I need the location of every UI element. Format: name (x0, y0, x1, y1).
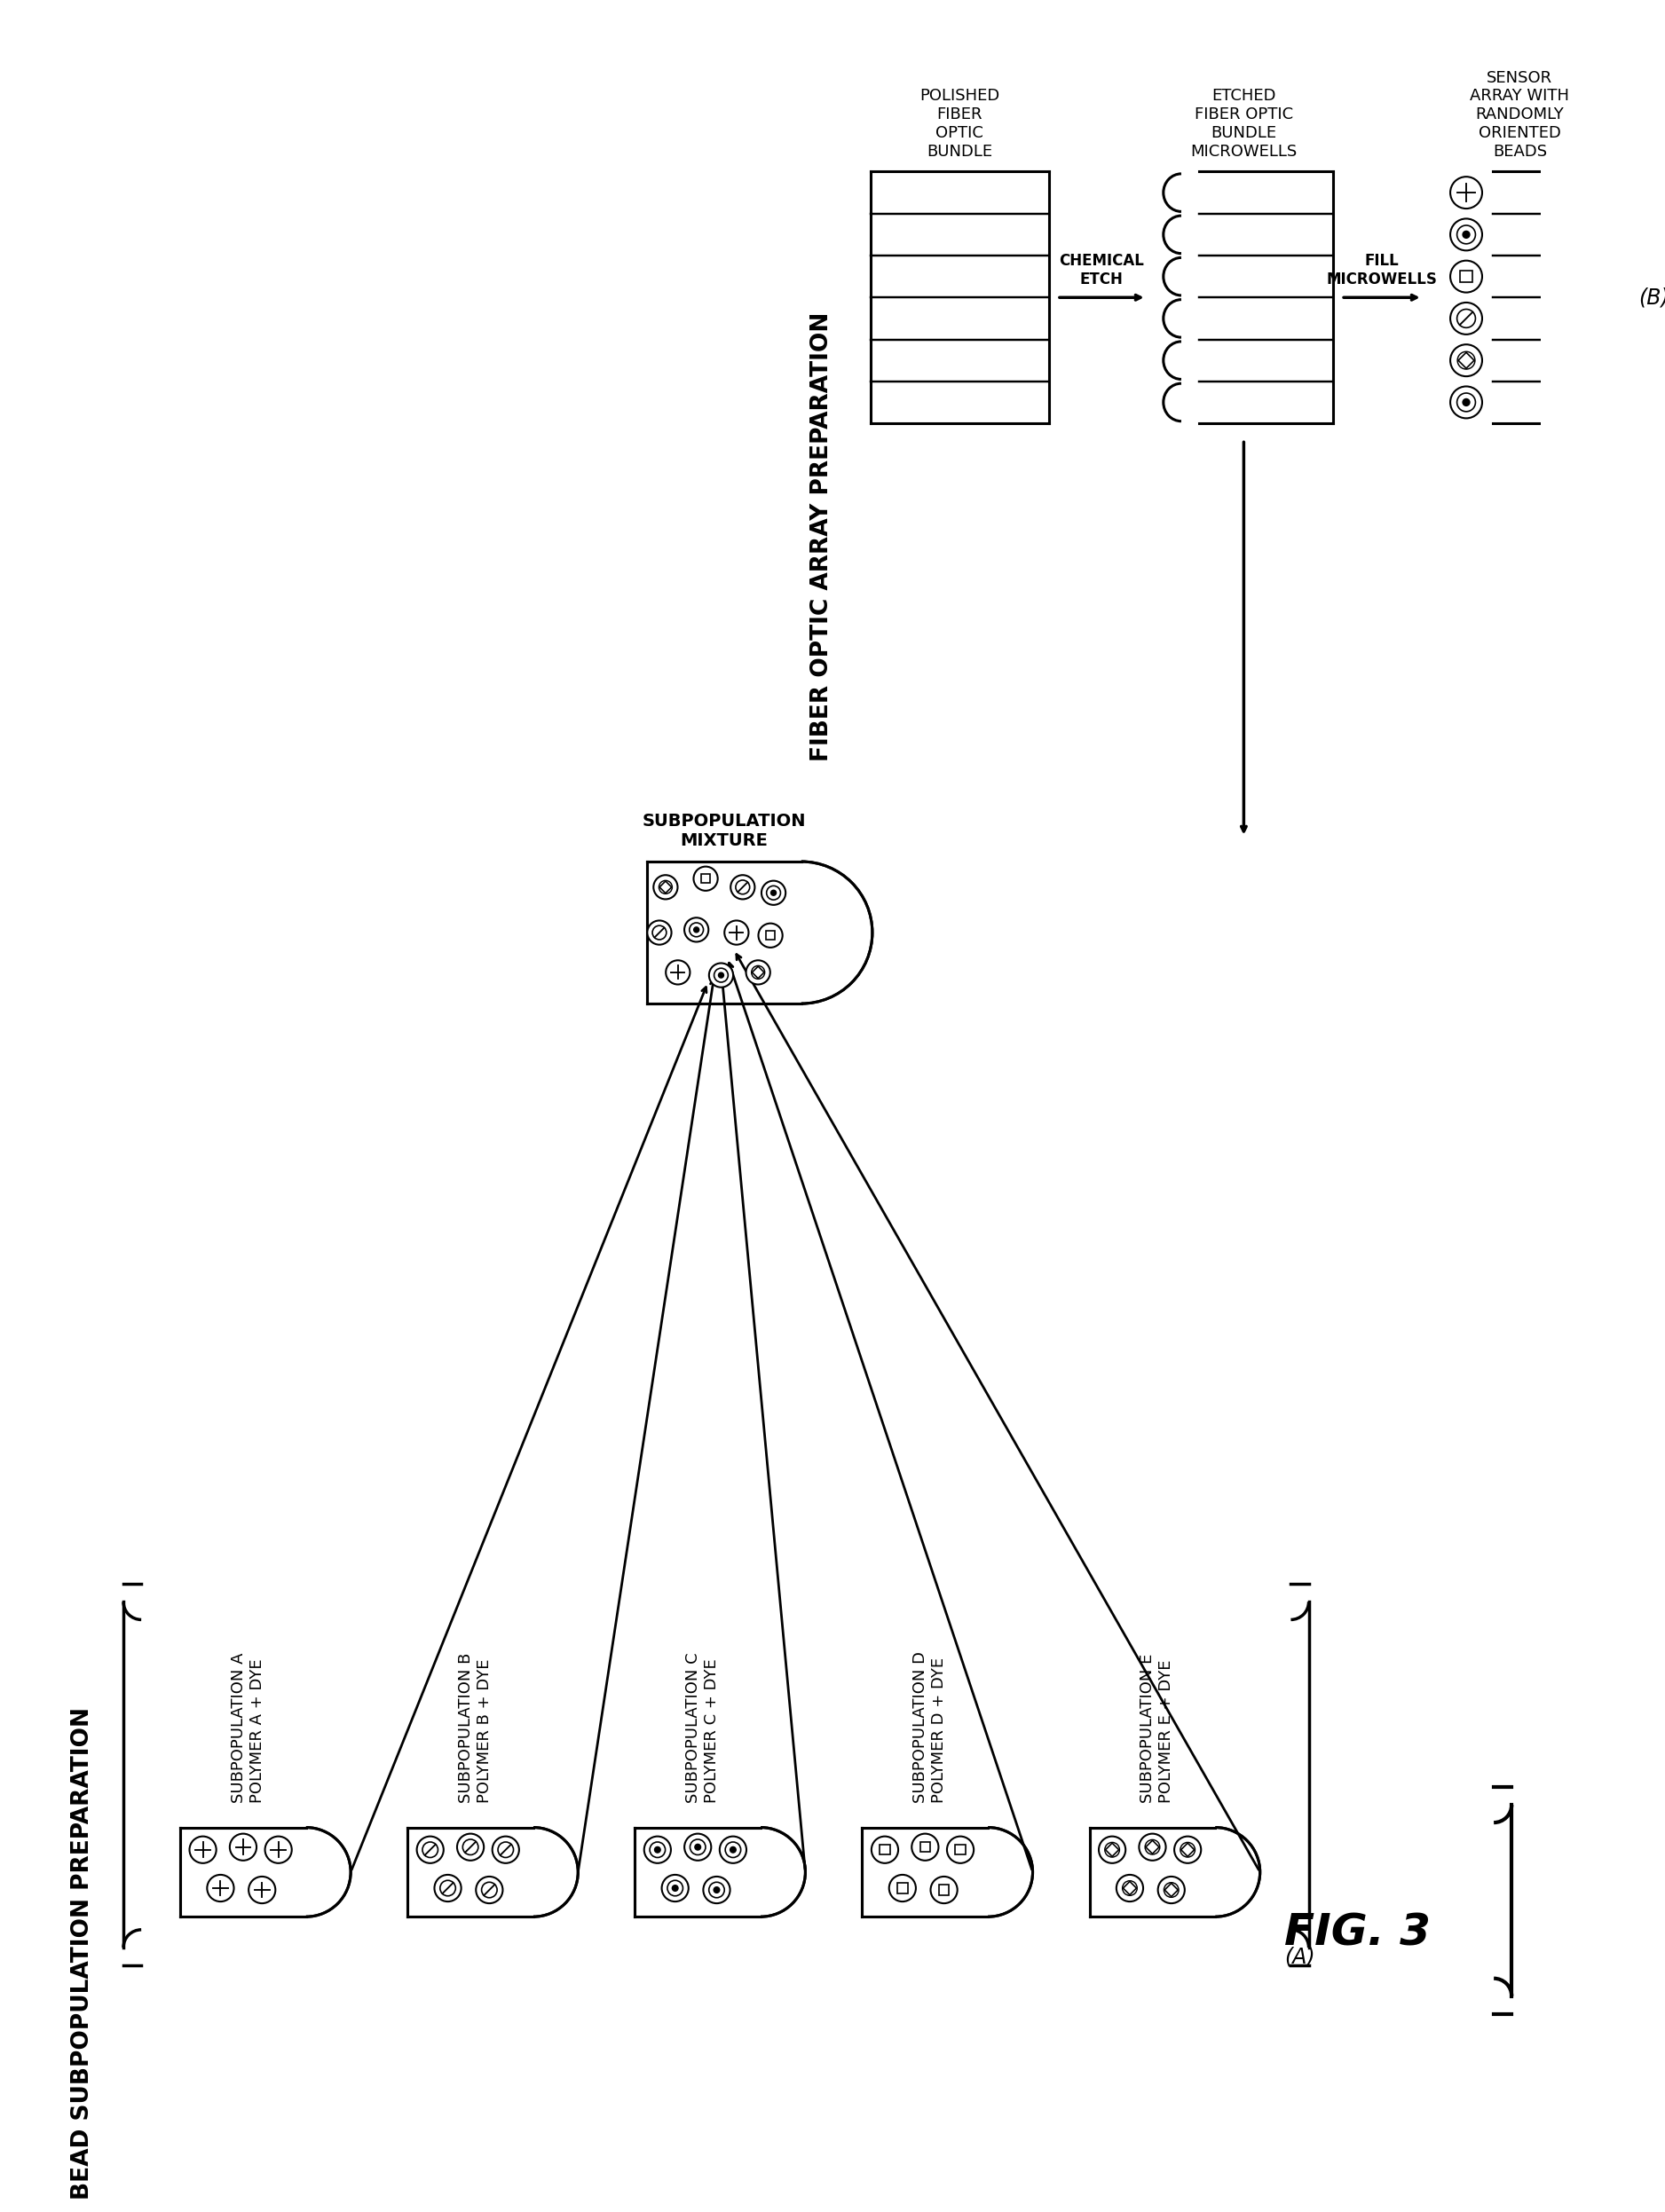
Circle shape (265, 1836, 291, 1863)
Circle shape (1464, 398, 1470, 405)
Polygon shape (753, 967, 764, 978)
Bar (897, 1882, 907, 1893)
Bar (701, 874, 711, 883)
Circle shape (714, 1887, 719, 1893)
Text: ETCHED
FIBER OPTIC
BUNDLE
MICROWELLS: ETCHED FIBER OPTIC BUNDLE MICROWELLS (1190, 88, 1297, 159)
Text: CHEMICAL
ETCH: CHEMICAL ETCH (1059, 254, 1144, 288)
Polygon shape (180, 1827, 306, 1918)
Circle shape (889, 1876, 916, 1902)
Circle shape (673, 1885, 678, 1891)
Circle shape (771, 889, 776, 896)
Circle shape (1450, 303, 1482, 334)
Text: (A): (A) (1284, 1947, 1315, 1969)
Circle shape (653, 876, 678, 900)
Circle shape (190, 1836, 216, 1863)
Circle shape (684, 918, 709, 942)
Circle shape (1450, 261, 1482, 292)
Circle shape (1174, 1836, 1200, 1863)
Text: FILL
MICROWELLS: FILL MICROWELLS (1327, 254, 1437, 288)
Circle shape (731, 876, 754, 900)
Circle shape (1464, 230, 1470, 239)
Circle shape (1099, 1836, 1126, 1863)
Circle shape (1450, 345, 1482, 376)
Text: BEAD SUBPOPULATION PREPARATION: BEAD SUBPOPULATION PREPARATION (72, 1708, 95, 2199)
Circle shape (476, 1876, 503, 1902)
Circle shape (230, 1834, 256, 1860)
Circle shape (758, 922, 783, 947)
Circle shape (648, 920, 671, 945)
Circle shape (1116, 1876, 1144, 1902)
Circle shape (709, 962, 733, 987)
Circle shape (684, 1834, 711, 1860)
Circle shape (703, 1876, 729, 1902)
Bar (1460, 270, 1472, 283)
Polygon shape (1180, 1843, 1194, 1856)
Bar (956, 1845, 966, 1856)
Polygon shape (1459, 352, 1474, 369)
Bar (939, 1885, 949, 1896)
Polygon shape (1164, 1882, 1179, 1896)
Circle shape (719, 1836, 746, 1863)
Circle shape (1450, 219, 1482, 250)
Text: FIBER OPTIC ARRAY PREPARATION: FIBER OPTIC ARRAY PREPARATION (811, 312, 832, 761)
Polygon shape (1146, 1840, 1159, 1854)
Circle shape (947, 1836, 974, 1863)
Circle shape (931, 1876, 957, 1902)
Circle shape (248, 1876, 275, 1902)
Circle shape (435, 1876, 461, 1902)
Text: SUBPOPULATION
MIXTURE: SUBPOPULATION MIXTURE (643, 814, 806, 849)
Text: FIG. 3: FIG. 3 (1284, 1911, 1430, 1953)
Circle shape (746, 960, 771, 984)
Polygon shape (862, 1827, 987, 1918)
Circle shape (729, 1847, 736, 1854)
Circle shape (871, 1836, 897, 1863)
Text: SUBPOPULATION D
POLYMER D + DYE: SUBPOPULATION D POLYMER D + DYE (912, 1652, 947, 1803)
Polygon shape (634, 1827, 761, 1918)
Polygon shape (1089, 1827, 1215, 1918)
Circle shape (718, 973, 724, 978)
Circle shape (1157, 1876, 1185, 1902)
Circle shape (416, 1836, 443, 1863)
Circle shape (654, 1847, 661, 1854)
Text: POLISHED
FIBER
OPTIC
BUNDLE: POLISHED FIBER OPTIC BUNDLE (919, 88, 999, 159)
Circle shape (1450, 387, 1482, 418)
Polygon shape (659, 880, 671, 894)
Circle shape (912, 1834, 939, 1860)
Text: SUBPOPULATION B
POLYMER B + DYE: SUBPOPULATION B POLYMER B + DYE (458, 1652, 493, 1803)
Polygon shape (1106, 1843, 1119, 1856)
Text: (B): (B) (1638, 288, 1665, 307)
Circle shape (694, 867, 718, 891)
Circle shape (724, 920, 749, 945)
Text: SUBPOPULATION E
POLYMER E + DYE: SUBPOPULATION E POLYMER E + DYE (1141, 1655, 1174, 1803)
Circle shape (761, 880, 786, 905)
Text: SUBPOPULATION A
POLYMER A + DYE: SUBPOPULATION A POLYMER A + DYE (230, 1652, 265, 1803)
Polygon shape (408, 1827, 533, 1918)
Circle shape (694, 927, 699, 933)
Bar (921, 1843, 931, 1851)
Polygon shape (648, 863, 801, 1004)
Polygon shape (1124, 1882, 1137, 1896)
Circle shape (694, 1845, 701, 1849)
Circle shape (666, 960, 689, 984)
Text: SUBPOPULATION C
POLYMER C + DYE: SUBPOPULATION C POLYMER C + DYE (686, 1652, 719, 1803)
Circle shape (644, 1836, 671, 1863)
Circle shape (1139, 1834, 1166, 1860)
Circle shape (458, 1834, 485, 1860)
Circle shape (206, 1876, 233, 1902)
Text: SENSOR
ARRAY WITH
RANDOMLY
ORIENTED
BEADS: SENSOR ARRAY WITH RANDOMLY ORIENTED BEAD… (1470, 71, 1570, 159)
Circle shape (1450, 177, 1482, 208)
Circle shape (493, 1836, 519, 1863)
Bar (879, 1845, 889, 1856)
Circle shape (661, 1876, 689, 1902)
Bar (766, 931, 774, 940)
